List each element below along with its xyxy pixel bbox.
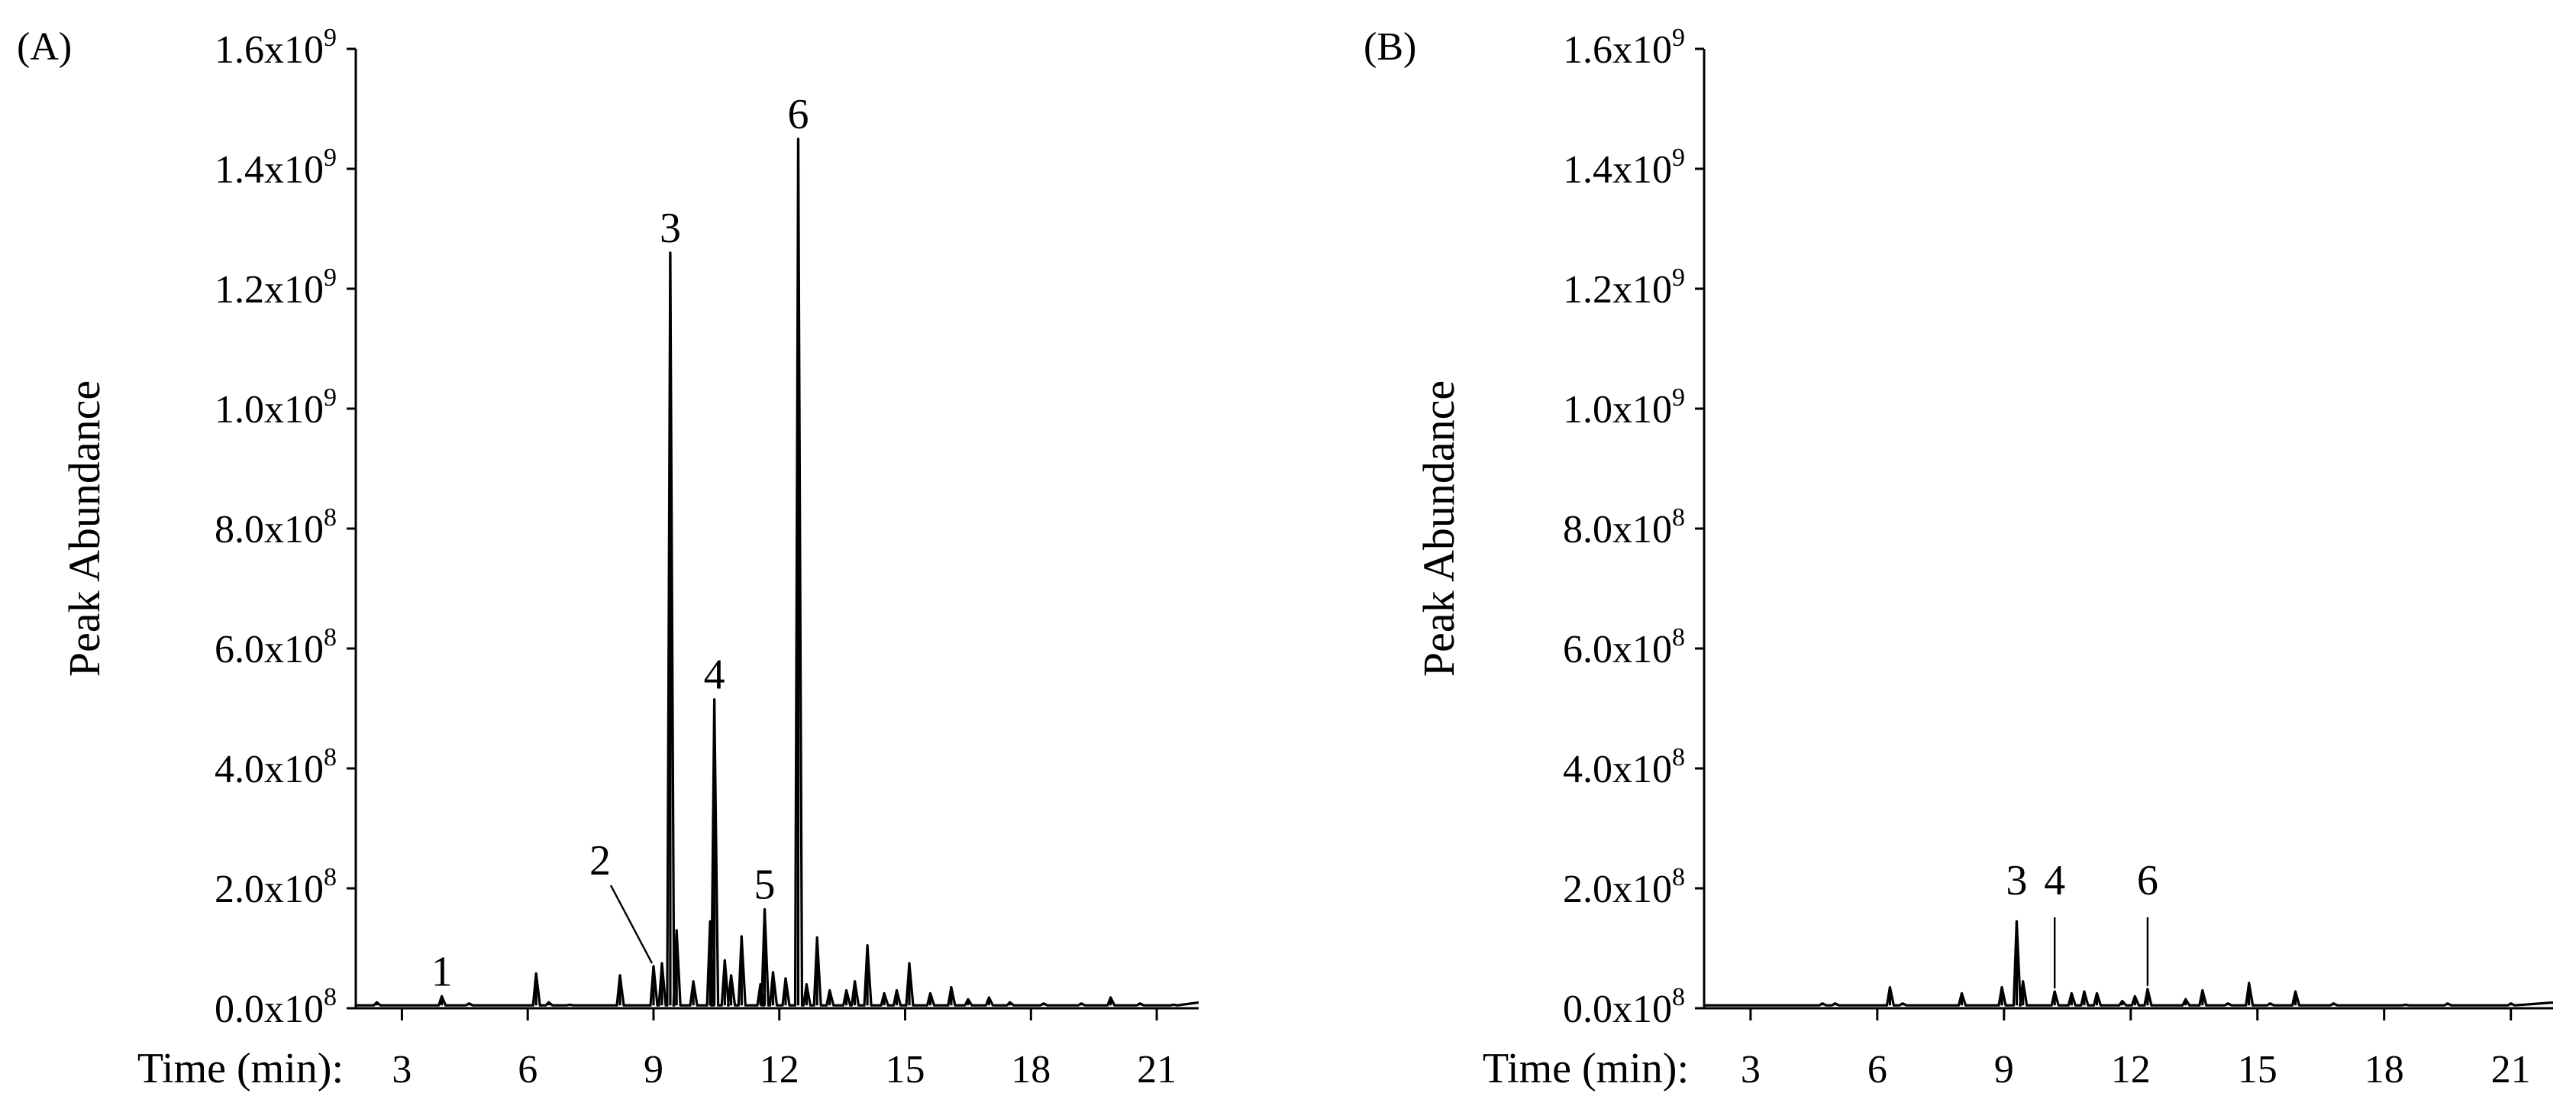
x-axis-title: Time (min):: [137, 1045, 344, 1092]
y-tick-mantissa: 1.2x10: [1563, 268, 1672, 312]
y-tick-label: 1.4x109: [215, 144, 337, 192]
y-tick-mantissa: 1.6x10: [1563, 28, 1672, 72]
panel-label: (B): [1364, 25, 1416, 69]
y-tick-label: 1.0x109: [215, 383, 337, 432]
peak-leader-line: [609, 885, 654, 964]
x-tick-label: 9: [1994, 1048, 2014, 1092]
y-tick-label: 0.0x108: [215, 983, 337, 1031]
y-tick-label: 8.0x108: [1563, 503, 1685, 551]
y-tick-mantissa: 1.0x10: [1563, 388, 1672, 432]
x-tick-label: 12: [760, 1048, 799, 1092]
y-tick-exponent: 9: [1672, 144, 1685, 172]
y-tick-label: 6.0x108: [215, 623, 337, 671]
y-tick-exponent: 8: [1672, 743, 1685, 771]
x-tick-label: 18: [1011, 1048, 1051, 1092]
peak-number-label: 4: [2044, 857, 2065, 904]
y-tick-exponent: 9: [324, 144, 337, 172]
y-tick-label: 1.0x109: [1563, 383, 1685, 432]
y-tick-label: 1.2x109: [1563, 264, 1685, 312]
y-tick-mantissa: 1.2x10: [215, 268, 324, 312]
peak-number-label: 3: [2006, 857, 2027, 904]
y-tick-exponent: 9: [1672, 24, 1685, 52]
x-axis-title: Time (min):: [1483, 1045, 1689, 1092]
y-tick-exponent: 9: [324, 383, 337, 412]
chromatogram-trace: [1704, 920, 2554, 1007]
x-tick-label: 15: [886, 1048, 925, 1092]
y-tick-label: 6.0x108: [1563, 623, 1685, 671]
y-tick-mantissa: 6.0x10: [215, 628, 324, 671]
y-tick-mantissa: 2.0x10: [215, 868, 324, 911]
chart-panel-b: (B)Peak Abundance0.0x1082.0x1084.0x1086.…: [1364, 24, 2554, 1092]
y-tick-label: 1.6x109: [215, 24, 337, 72]
y-tick-mantissa: 4.0x10: [1563, 748, 1672, 791]
panel-label: (A): [17, 25, 72, 69]
y-tick-exponent: 8: [1672, 623, 1685, 652]
y-tick-mantissa: 8.0x10: [215, 508, 324, 551]
peak-number-label: 3: [660, 205, 681, 252]
x-tick-label: 3: [392, 1048, 412, 1092]
y-tick-exponent: 9: [324, 264, 337, 292]
y-tick-label: 4.0x108: [1563, 743, 1685, 791]
y-tick-label: 4.0x108: [215, 743, 337, 791]
y-tick-exponent: 8: [1672, 863, 1685, 891]
y-tick-label: 2.0x108: [215, 863, 337, 911]
peak-number-label: 6: [787, 91, 809, 138]
chart-panel-a: (A)Peak Abundance0.0x1082.0x1084.0x1086.…: [17, 24, 1199, 1092]
chromatogram-trace: [356, 137, 1199, 1007]
x-tick-label: 6: [1867, 1048, 1887, 1092]
y-tick-label: 1.2x109: [215, 264, 337, 312]
y-tick-label: 2.0x108: [1563, 863, 1685, 911]
x-tick-label: 18: [2365, 1048, 2404, 1092]
y-tick-mantissa: 8.0x10: [1563, 508, 1672, 551]
y-tick-exponent: 8: [324, 623, 337, 652]
y-axis-title: Peak Abundance: [60, 380, 109, 677]
y-tick-mantissa: 0.0x10: [215, 988, 324, 1031]
y-tick-mantissa: 6.0x10: [1563, 628, 1672, 671]
x-tick-label: 21: [2491, 1048, 2531, 1092]
y-tick-exponent: 8: [324, 743, 337, 771]
peak-number-label: 6: [2137, 857, 2158, 904]
y-tick-exponent: 8: [324, 503, 337, 532]
y-tick-label: 8.0x108: [215, 503, 337, 551]
x-tick-label: 3: [1741, 1048, 1761, 1092]
y-tick-mantissa: 4.0x10: [215, 748, 324, 791]
x-tick-label: 15: [2238, 1048, 2277, 1092]
y-tick-exponent: 9: [1672, 383, 1685, 412]
peak-number-label: 1: [431, 948, 453, 995]
peak-number-label: 2: [589, 837, 611, 885]
x-tick-label: 12: [2111, 1048, 2151, 1092]
y-axis-title: Peak Abundance: [1414, 380, 1464, 677]
x-tick-label: 21: [1137, 1048, 1177, 1092]
y-tick-mantissa: 1.6x10: [215, 28, 324, 72]
y-tick-label: 0.0x108: [1563, 983, 1685, 1031]
x-tick-label: 9: [644, 1048, 663, 1092]
y-tick-label: 1.4x109: [1563, 144, 1685, 192]
y-tick-exponent: 9: [1672, 264, 1685, 292]
y-tick-exponent: 8: [324, 983, 337, 1011]
y-tick-mantissa: 1.0x10: [215, 388, 324, 432]
y-tick-label: 1.6x109: [1563, 24, 1685, 72]
y-tick-exponent: 8: [1672, 983, 1685, 1011]
y-tick-mantissa: 0.0x10: [1563, 988, 1672, 1031]
y-tick-mantissa: 2.0x10: [1563, 868, 1672, 911]
y-tick-mantissa: 1.4x10: [215, 148, 324, 192]
y-tick-exponent: 9: [324, 24, 337, 52]
y-tick-mantissa: 1.4x10: [1563, 148, 1672, 192]
y-tick-exponent: 8: [324, 863, 337, 891]
x-tick-label: 6: [518, 1048, 537, 1092]
peak-number-label: 5: [754, 861, 776, 908]
y-tick-exponent: 8: [1672, 503, 1685, 532]
peak-number-label: 4: [704, 652, 725, 699]
